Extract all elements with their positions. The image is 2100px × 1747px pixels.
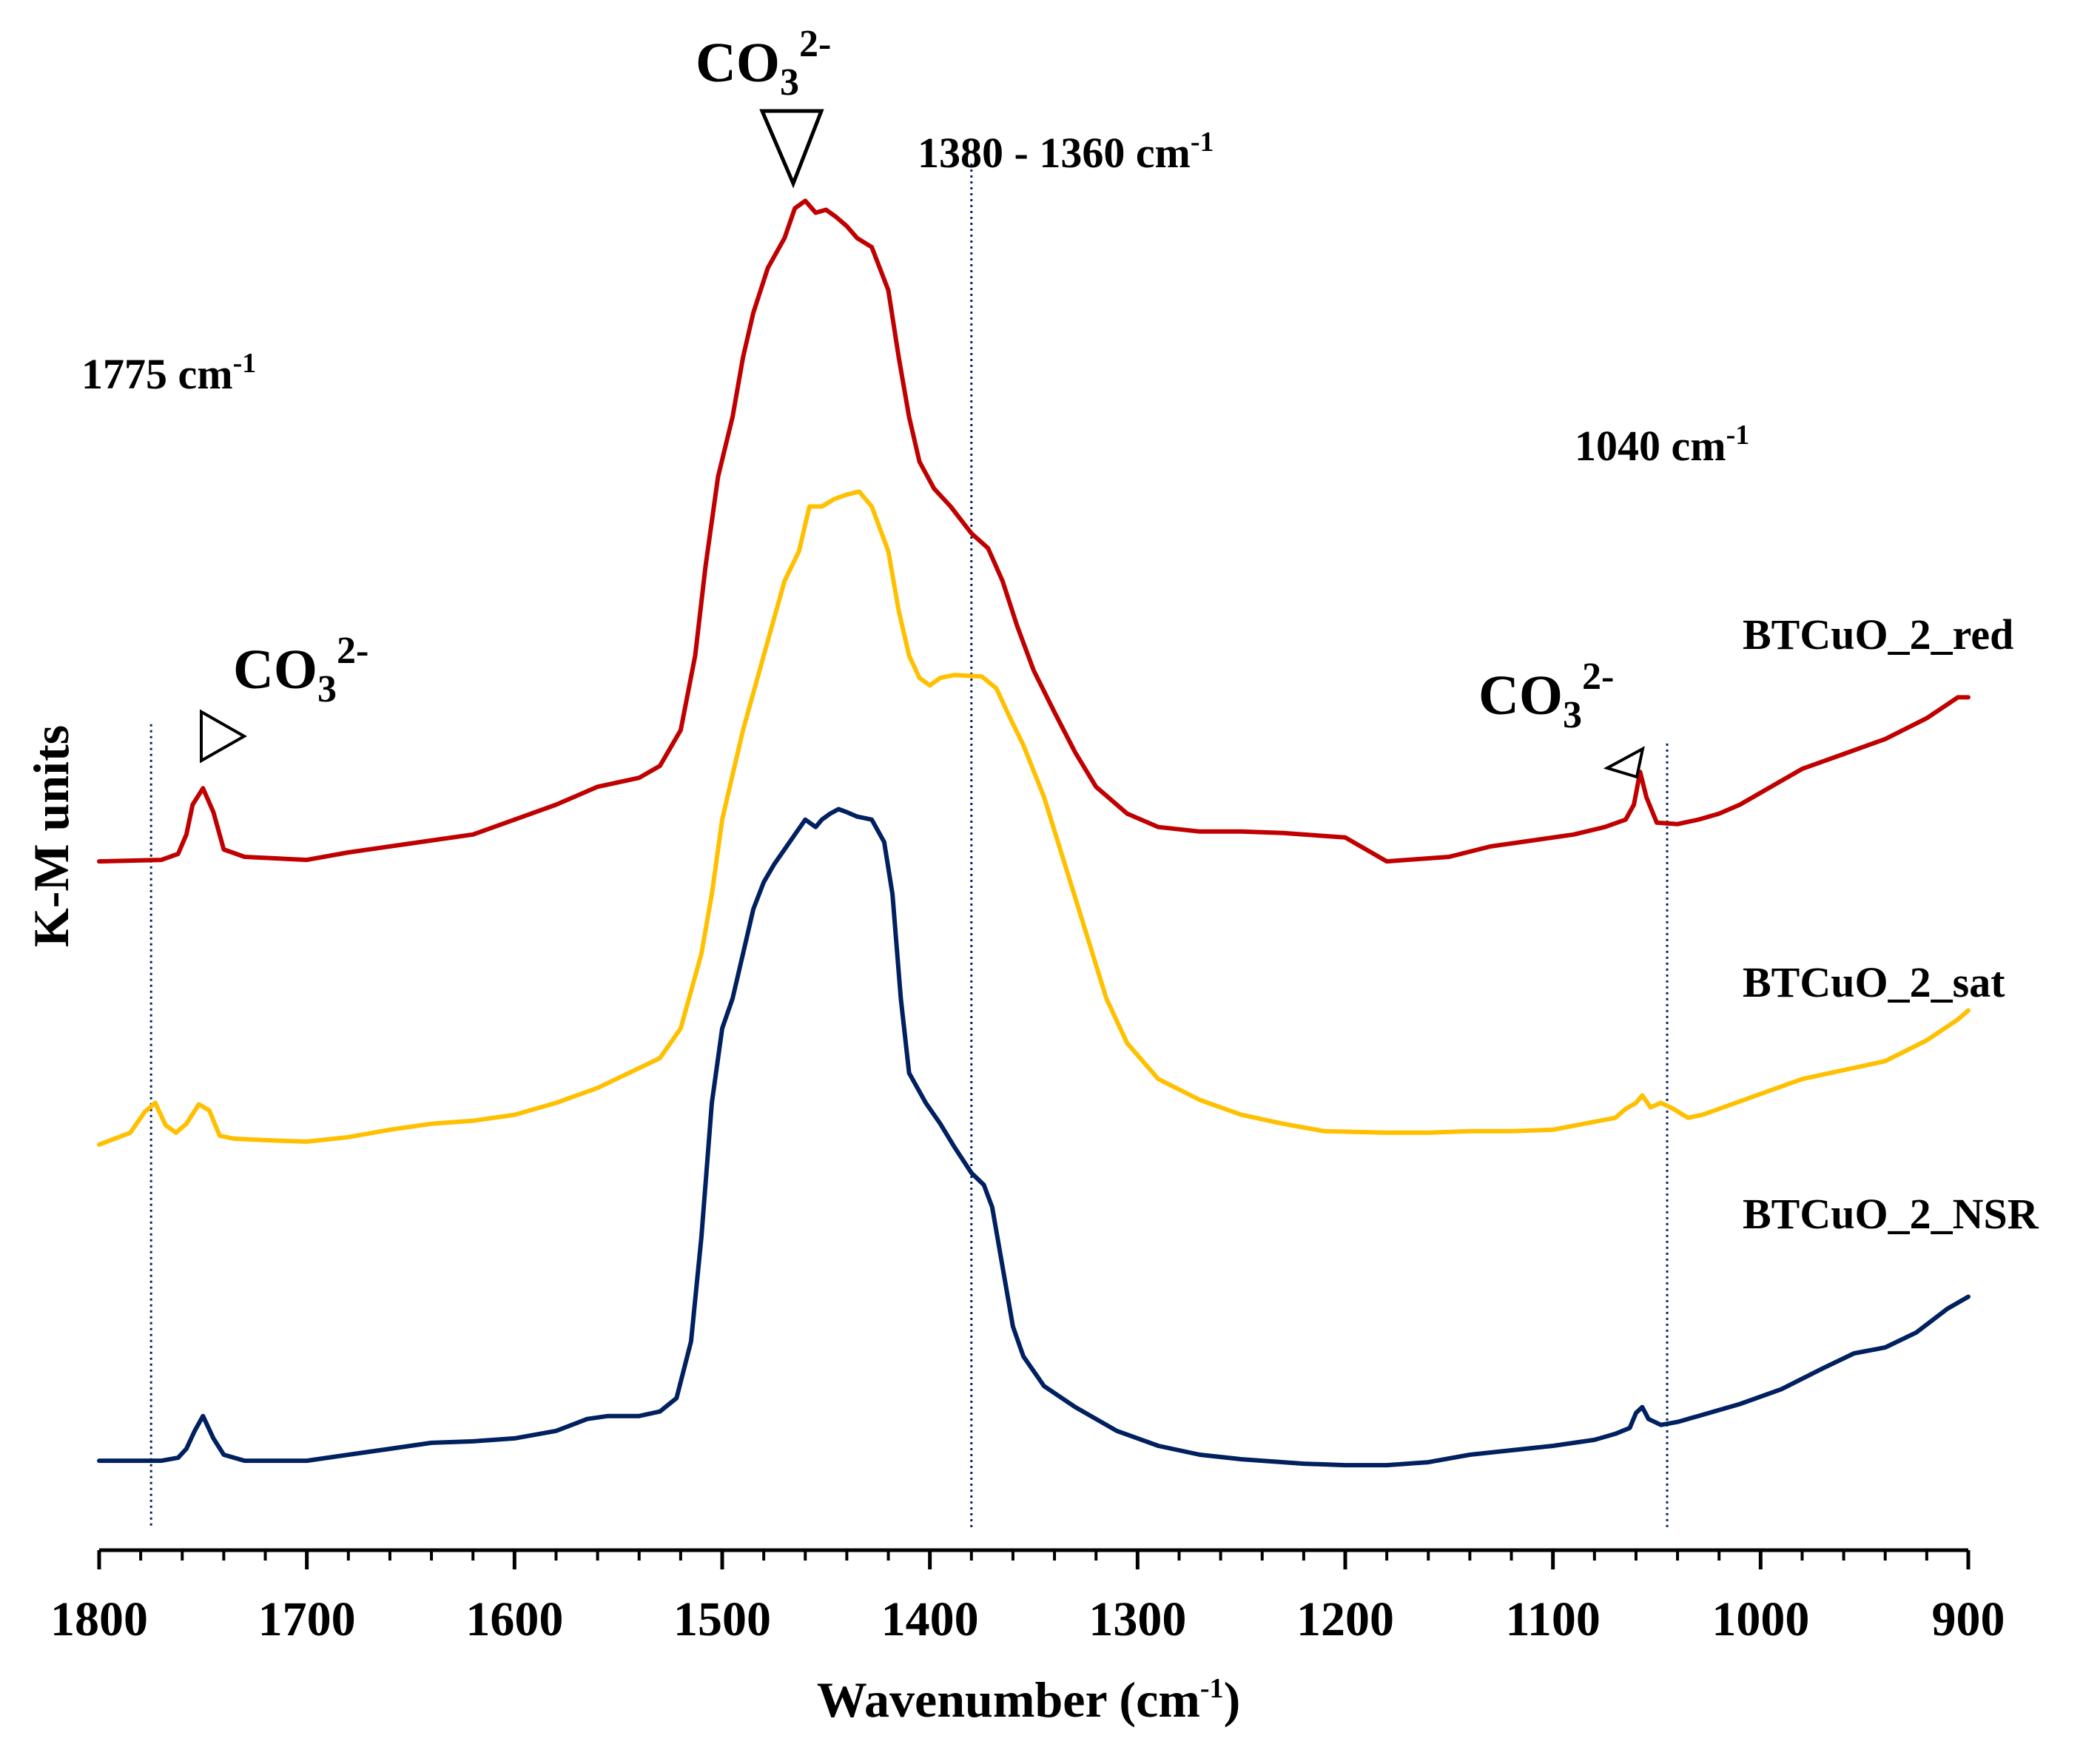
x-tick-label: 1000 — [1712, 1592, 1809, 1646]
co3-label-left: CO32- — [233, 630, 368, 710]
reference-lines — [149, 164, 1669, 1528]
x-tick-label: 1400 — [881, 1592, 979, 1646]
x-tick-label: 1700 — [258, 1592, 356, 1646]
series-label-sat: BTCuO_2_sat — [1743, 958, 2005, 1006]
ref-label-1775: 1775 cm-1 — [81, 348, 256, 398]
x-tick-label: 1300 — [1088, 1592, 1186, 1646]
x-tick-label: 1500 — [673, 1592, 771, 1646]
x-tick-label: 1100 — [1505, 1592, 1600, 1646]
series-label-red: BTCuO_2_red — [1743, 610, 2013, 659]
co3-label-right: CO32- — [1478, 656, 1614, 736]
series-layer — [97, 198, 1971, 1468]
x-tick-label: 1800 — [50, 1592, 148, 1646]
x-tick-label: 1200 — [1296, 1592, 1394, 1646]
y-axis-title: K-M units — [23, 725, 79, 947]
ref-label-1380-1360: 1380 - 1360 cm-1 — [918, 127, 1214, 177]
series-line-BTCuO_2_red — [97, 198, 1971, 864]
series-label-nsr: BTCuO_2_NSR — [1743, 1190, 2039, 1238]
x-axis-title: Wavenumber (cm-1) — [817, 1672, 1240, 1728]
co3-label-top: CO32- — [696, 23, 831, 104]
x-tick-label: 900 — [1932, 1592, 2005, 1646]
series-line-BTCuO_2_sat — [97, 489, 1971, 1147]
triangle-down-marker — [759, 109, 824, 189]
series-line-BTCuO_2_NSR — [97, 807, 1971, 1468]
ref-label-1040: 1040 cm-1 — [1575, 420, 1749, 470]
triangle-right-marker — [200, 709, 248, 764]
triangle-left-marker — [1603, 746, 1645, 779]
x-ticks: 1800 1700 1600 1500 1400 1300 1200 1100 1000 900 — [50, 1550, 2005, 1646]
x-tick-label: 1600 — [465, 1592, 563, 1646]
